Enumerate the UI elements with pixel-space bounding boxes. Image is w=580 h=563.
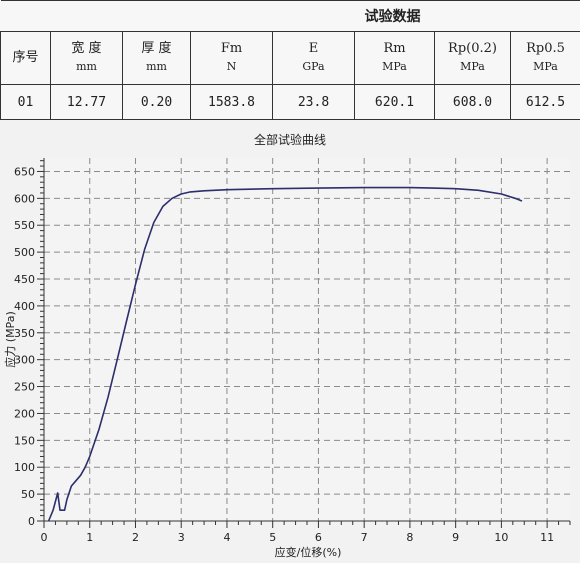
x-tick-label: 2 [132,531,139,544]
x-tick-label: 10 [494,531,508,544]
column-header-unit: GPa [273,58,354,76]
y-axis-label: 应力 (MPa) [3,311,17,367]
x-tick-label: 9 [452,531,459,544]
column-header-name: 厚 度 [123,40,190,58]
y-tick-label: 50 [21,488,35,501]
chart-title: 全部试验曲线 [254,132,326,147]
x-tick-label: 11 [540,531,554,544]
column-header-unit: mm [51,58,122,76]
y-tick-label: 350 [14,327,35,340]
y-tick-label: 250 [14,381,35,394]
column-header-unit: N [191,58,272,76]
table-title: 试验数据 [1,1,580,32]
table-cell-5: 620.1 [355,85,435,120]
x-tick-label: 3 [178,531,185,544]
column-header-unit: MPa [355,58,434,76]
column-header-name: Rm [355,40,434,58]
x-tick-label: 7 [361,531,368,544]
column-header-name: Rp0.5 [511,40,580,58]
column-header-name: Rp(0.2) [435,40,510,58]
x-tick-label: 0 [41,531,48,544]
table-cell-7: 612.5 [511,85,580,120]
x-tick-label: 6 [315,531,322,544]
x-tick-label: 1 [86,531,93,544]
y-tick-label: 300 [14,354,35,367]
column-header-unit: MPa [435,58,510,76]
x-axis-label: 应变/位移(%) [275,545,342,559]
column-header-name: E [273,40,354,58]
column-header-name: Fm [191,40,272,58]
table-cell-0: 01 [1,85,51,120]
y-tick-label: 150 [14,434,35,447]
y-tick-label: 100 [14,461,35,474]
table-cell-6: 608.0 [435,85,511,120]
stress-strain-chart: 0 1 2 3 4 5 6 7 8 9 10 11 0 50 100 150 200 250 300 350 400 45… [0,122,580,559]
x-tick-label: 4 [223,531,230,544]
y-tick-label: 450 [14,273,35,286]
y-tick-label: 600 [14,192,35,205]
column-header-unit: mm [123,58,190,76]
table-cell-3: 1583.8 [191,85,273,120]
table-cell-1: 12.77 [51,85,123,120]
column-header-6: Rp(0.2)MPa [435,32,511,85]
column-header-0: 序号 [1,32,51,85]
x-tick-label: 5 [269,531,276,544]
x-tick-label: 8 [406,531,413,544]
table-cell-4: 23.8 [273,85,355,120]
column-header-name: 序号 [1,49,50,67]
y-tick-label: 650 [14,165,35,178]
column-header-unit: MPa [511,58,580,76]
plot-area [44,158,570,521]
y-tick-label: 400 [14,300,35,313]
y-tick-label: 500 [14,246,35,259]
y-tick-label: 200 [14,407,35,420]
table-cell-2: 0.20 [123,85,191,120]
chart-area: 0 1 2 3 4 5 6 7 8 9 10 11 0 50 100 150 200 250 300 350 400 45… [0,122,580,559]
column-header-name: 宽 度 [51,40,122,58]
y-tick-label: 0 [28,515,35,528]
y-tick-label: 550 [14,219,35,232]
